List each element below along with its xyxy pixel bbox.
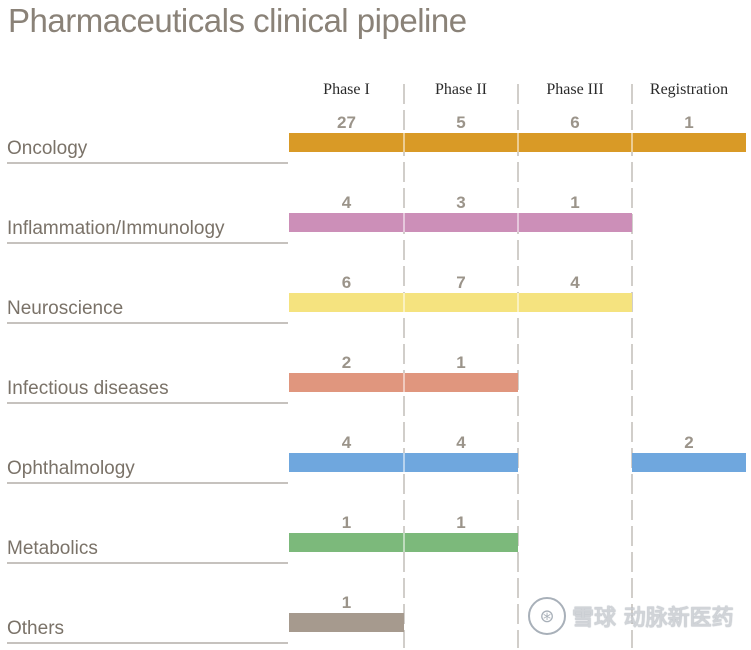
- value-label: 7: [456, 273, 465, 292]
- bar-segment: [404, 133, 518, 152]
- bar-segment: [289, 613, 404, 632]
- bar-segment: [404, 293, 518, 312]
- value-label: 4: [342, 193, 352, 212]
- value-label: 6: [570, 113, 579, 132]
- value-label: 4: [570, 273, 580, 292]
- bar-segment: [518, 293, 632, 312]
- bar-segment: [289, 133, 404, 152]
- phase-header: Registration: [650, 81, 728, 98]
- watermark-text: 雪球 动脉新医药: [572, 606, 734, 631]
- value-label: 2: [342, 353, 351, 372]
- value-label: 4: [456, 433, 466, 452]
- category-label: Ophthalmology: [7, 458, 135, 479]
- value-label: 5: [456, 113, 465, 132]
- category-label: Oncology: [7, 138, 88, 159]
- value-label: 1: [456, 353, 465, 372]
- category-label: Infectious diseases: [7, 378, 169, 399]
- value-label: 1: [684, 113, 693, 132]
- category-label: Inflammation/Immunology: [7, 218, 225, 239]
- phase-header: Phase I: [323, 81, 370, 98]
- chart-title: Pharmaceuticals clinical pipeline: [8, 2, 467, 39]
- category-label: Others: [7, 618, 64, 639]
- value-label: 27: [337, 113, 356, 132]
- bar-segment: [289, 533, 404, 552]
- phase-header: Phase II: [435, 81, 487, 98]
- value-label: 1: [570, 193, 579, 212]
- bar-segment: [289, 373, 404, 392]
- value-label: 4: [342, 433, 352, 452]
- bar-segment: [518, 213, 632, 232]
- value-label: 1: [342, 593, 351, 612]
- bar-segment: [404, 373, 518, 392]
- value-label: 6: [342, 273, 351, 292]
- value-label: 3: [456, 193, 465, 212]
- bar-segment: [518, 133, 632, 152]
- value-label: 2: [684, 433, 693, 452]
- category-label: Metabolics: [7, 538, 98, 559]
- category-label: Neuroscience: [7, 298, 123, 319]
- snowball-logo-icon: ⊛: [528, 597, 566, 635]
- bar-segment: [404, 213, 518, 232]
- bar-segment: [632, 133, 746, 152]
- bar-segment: [289, 213, 404, 232]
- bar-segment: [404, 453, 518, 472]
- value-label: 1: [456, 513, 465, 532]
- bar-segment: [289, 453, 404, 472]
- watermark: ⊛ 雪球 动脉新医药: [528, 594, 742, 638]
- bar-segment: [289, 293, 404, 312]
- bar-segment: [632, 453, 746, 472]
- phase-header: Phase III: [546, 81, 603, 98]
- value-label: 1: [342, 513, 351, 532]
- bar-segment: [404, 533, 518, 552]
